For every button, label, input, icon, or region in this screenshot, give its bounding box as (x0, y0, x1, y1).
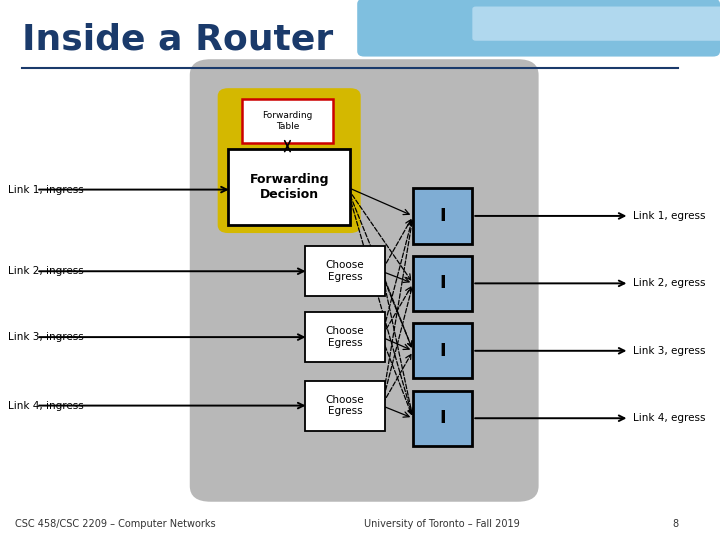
FancyBboxPatch shape (305, 246, 385, 296)
Text: Choose
Egress: Choose Egress (325, 395, 364, 416)
FancyBboxPatch shape (228, 148, 350, 225)
Text: Choose
Egress: Choose Egress (325, 326, 364, 348)
Text: Choose
Egress: Choose Egress (325, 260, 364, 282)
Text: I: I (439, 207, 446, 225)
FancyBboxPatch shape (305, 312, 385, 362)
FancyBboxPatch shape (413, 256, 472, 311)
FancyBboxPatch shape (305, 381, 385, 430)
Text: Link 2, egress: Link 2, egress (633, 278, 706, 288)
Text: Inside a Router: Inside a Router (22, 23, 333, 57)
FancyBboxPatch shape (413, 390, 472, 446)
Text: Link 1, ingress: Link 1, ingress (9, 185, 84, 194)
Text: Link 3, egress: Link 3, egress (633, 346, 706, 356)
Text: 8: 8 (672, 519, 678, 529)
Text: I: I (439, 409, 446, 427)
FancyBboxPatch shape (472, 6, 720, 40)
Text: University of Toronto – Fall 2019: University of Toronto – Fall 2019 (364, 519, 520, 529)
FancyBboxPatch shape (413, 188, 472, 244)
Text: Link 3, ingress: Link 3, ingress (9, 332, 84, 342)
Text: Link 4, egress: Link 4, egress (633, 413, 706, 423)
Text: Forwarding
Table: Forwarding Table (262, 111, 312, 131)
FancyBboxPatch shape (217, 88, 361, 233)
Text: I: I (439, 274, 446, 292)
FancyBboxPatch shape (357, 0, 720, 57)
Text: I: I (439, 342, 446, 360)
Text: Link 4, ingress: Link 4, ingress (9, 401, 84, 410)
Text: CSC 458/CSC 2209 – Computer Networks: CSC 458/CSC 2209 – Computer Networks (15, 519, 216, 529)
FancyBboxPatch shape (190, 59, 539, 502)
FancyBboxPatch shape (242, 99, 333, 144)
Text: Link 1, egress: Link 1, egress (633, 211, 706, 221)
Text: Forwarding
Decision: Forwarding Decision (249, 173, 329, 201)
Text: Link 2, ingress: Link 2, ingress (9, 266, 84, 276)
FancyBboxPatch shape (413, 323, 472, 379)
